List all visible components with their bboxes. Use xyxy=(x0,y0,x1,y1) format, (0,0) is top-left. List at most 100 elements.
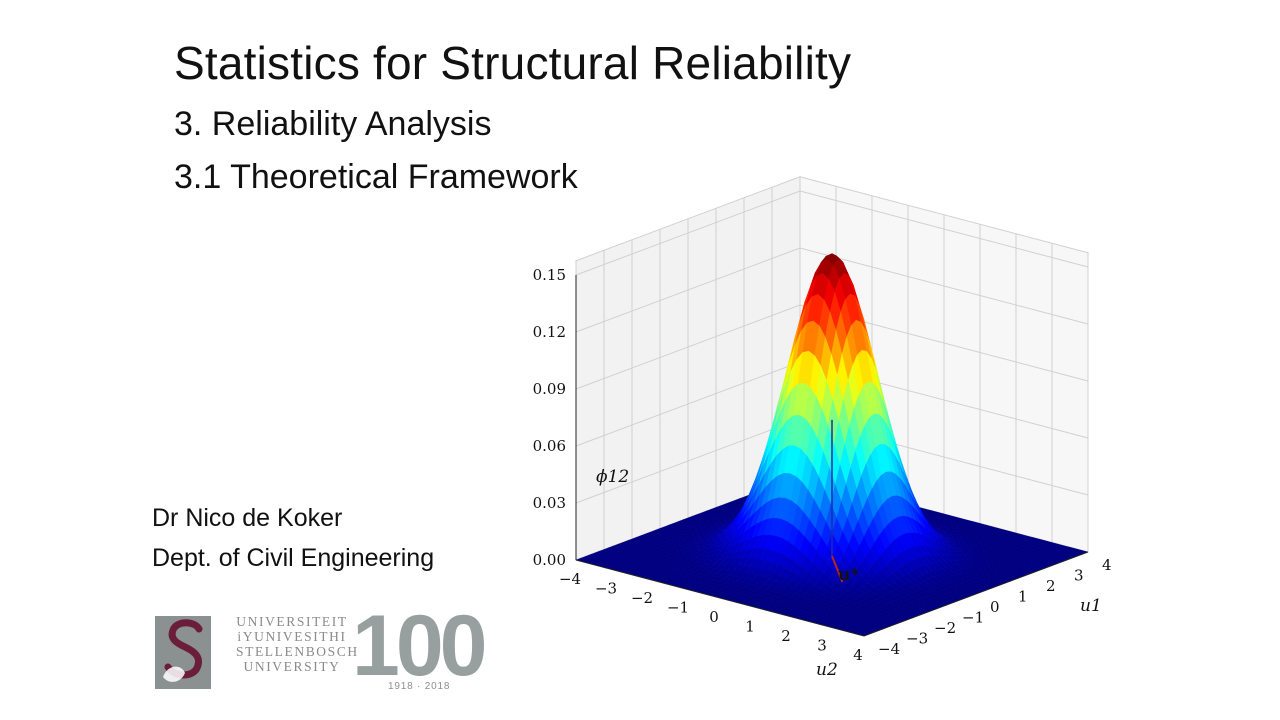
surface-patch xyxy=(736,505,749,509)
surface-patch xyxy=(765,534,777,551)
surface-patch xyxy=(873,441,885,467)
surface-patch xyxy=(681,539,694,544)
surface-patch xyxy=(988,544,1001,549)
surface-patch xyxy=(692,565,704,570)
surface-patch xyxy=(770,603,783,608)
surface-patch xyxy=(1028,564,1041,569)
surface-patch xyxy=(829,391,841,429)
u1-tick-label: −1 xyxy=(962,609,984,627)
surface-patch xyxy=(781,602,794,608)
surface-patch xyxy=(901,562,914,574)
surface-patch xyxy=(759,507,772,511)
surface-patch xyxy=(944,560,957,567)
surface-patch xyxy=(942,588,954,593)
surface-patch xyxy=(986,537,998,542)
surface-patch xyxy=(871,479,883,494)
surface-patch xyxy=(922,520,934,530)
surface-patch xyxy=(706,554,718,561)
surface-patch xyxy=(932,591,945,596)
surface-patch xyxy=(860,463,872,483)
surface-patch xyxy=(955,539,967,543)
surface-patch xyxy=(747,478,759,501)
surface-patch xyxy=(909,600,922,606)
surface-patch xyxy=(876,625,888,630)
surface-patch xyxy=(741,578,754,585)
surface-patch xyxy=(875,554,887,570)
surface-patch xyxy=(707,512,720,516)
surface-patch xyxy=(933,515,946,519)
surface-patch xyxy=(827,294,839,332)
surface-patch xyxy=(763,597,776,603)
surface-patch xyxy=(848,489,861,494)
surface-patch xyxy=(891,594,904,600)
surface-patch xyxy=(980,536,992,541)
surface-patch xyxy=(1000,574,1013,579)
surface-patch xyxy=(939,532,951,538)
surface-patch xyxy=(968,546,981,551)
surface-patch xyxy=(711,572,724,578)
surface-patch xyxy=(897,467,909,494)
surface-patch xyxy=(575,557,588,562)
surface-patch xyxy=(921,522,933,525)
surface-patch xyxy=(751,520,764,539)
surface-patch xyxy=(729,520,741,524)
surface-patch xyxy=(773,483,785,498)
surface-patch xyxy=(831,500,844,504)
surface-patch xyxy=(888,616,901,621)
surface-patch xyxy=(838,612,851,617)
surface-patch xyxy=(724,551,736,560)
surface-patch xyxy=(820,583,832,592)
u1-tick-label: −2 xyxy=(934,619,956,637)
surface-patch xyxy=(725,558,738,566)
surface-patch xyxy=(779,504,792,508)
surface-patch xyxy=(840,403,852,437)
surface-patch xyxy=(632,552,644,556)
surface-patch xyxy=(1039,564,1052,568)
surface-patch xyxy=(874,534,886,556)
surface-patch xyxy=(624,558,636,563)
surface-patch xyxy=(1048,545,1060,550)
surface-patch xyxy=(877,388,889,427)
surface-patch xyxy=(804,519,816,544)
surface-patch xyxy=(782,499,795,504)
surface-patch xyxy=(976,552,988,556)
surface-patch xyxy=(933,528,945,535)
surface-patch xyxy=(846,324,858,366)
surface-patch xyxy=(906,560,918,571)
surface-patch xyxy=(887,505,900,510)
surface-patch xyxy=(1019,540,1032,545)
surface-patch xyxy=(783,502,797,507)
surface-patch xyxy=(886,560,898,574)
surface-patch xyxy=(1004,531,1017,535)
surface-patch xyxy=(872,508,885,514)
surface-patch xyxy=(822,492,835,496)
surface-patch xyxy=(673,574,686,579)
surface-patch xyxy=(730,503,743,508)
surface-patch xyxy=(880,385,892,428)
surface-patch xyxy=(774,575,787,584)
surface-patch xyxy=(622,540,634,545)
surface-patch xyxy=(833,285,845,318)
surface-patch xyxy=(784,596,797,602)
surface-patch xyxy=(905,587,918,594)
surface-patch xyxy=(806,425,818,466)
surface-patch xyxy=(890,512,902,516)
surface-patch xyxy=(896,495,908,517)
surface-patch xyxy=(748,493,760,498)
surface-patch xyxy=(839,444,851,486)
surface-patch xyxy=(732,515,744,524)
surface-patch xyxy=(967,532,981,537)
surface-patch xyxy=(697,526,710,530)
surface-patch xyxy=(1019,567,1032,572)
surface-patch xyxy=(683,557,696,562)
surface-patch xyxy=(657,561,670,566)
surface-patch xyxy=(758,494,770,506)
surface-patch xyxy=(850,493,862,498)
surface-patch xyxy=(703,582,716,587)
surface-patch xyxy=(770,428,782,465)
surface-patch xyxy=(718,552,730,560)
surface-patch xyxy=(1058,545,1071,550)
surface-patch xyxy=(843,272,856,297)
surface-patch xyxy=(816,454,828,479)
surface-patch xyxy=(748,600,760,605)
